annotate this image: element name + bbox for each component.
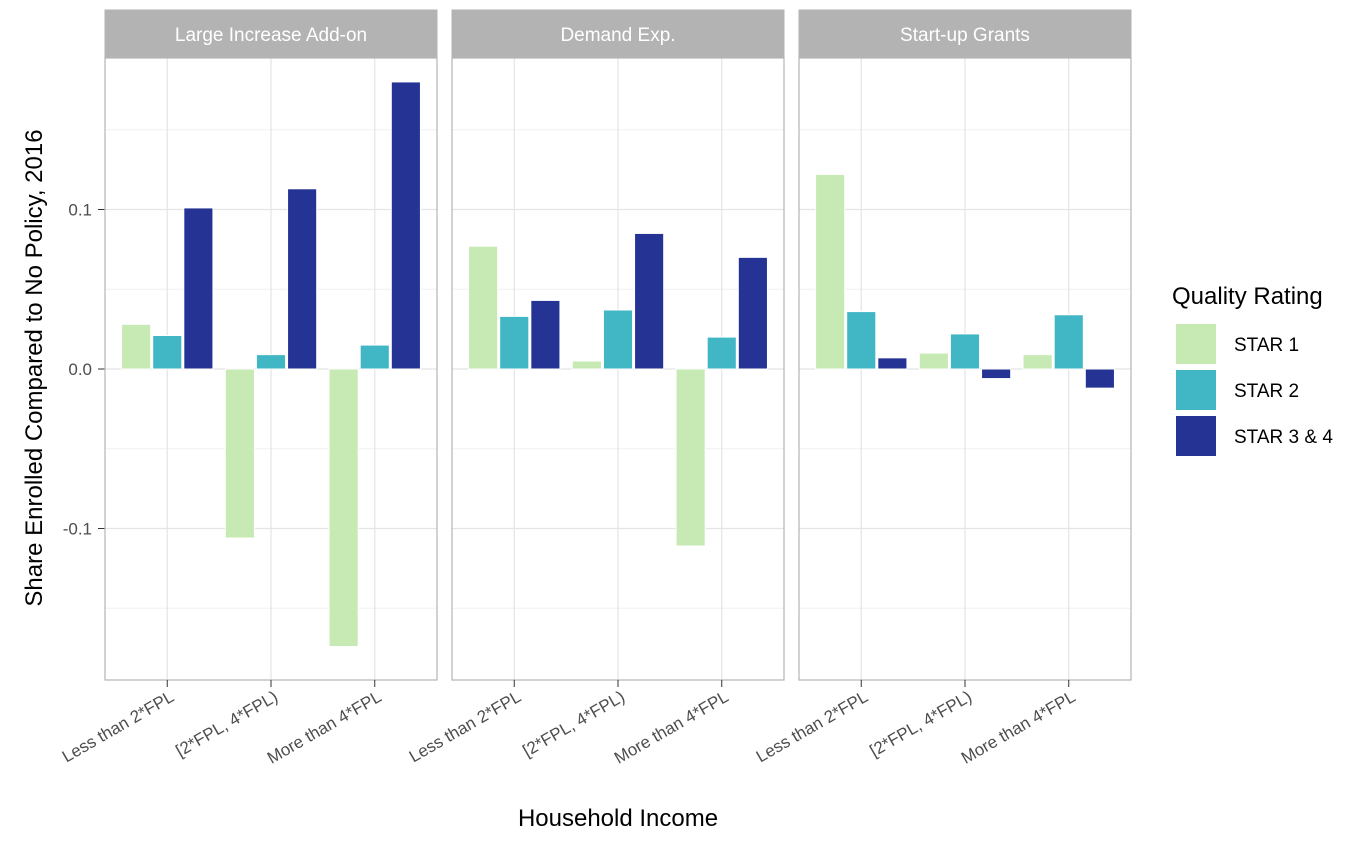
bar-star-3-4	[877, 357, 908, 370]
bar-star-1	[815, 173, 846, 370]
bar-star-3-4	[287, 188, 318, 370]
bar-star-2	[602, 309, 634, 370]
facet-strip	[104, 9, 438, 59]
x-tick-label: More than 4*FPL	[611, 687, 732, 768]
bar-star-2	[706, 336, 737, 370]
bar-star-2	[499, 315, 530, 370]
bar-star-1	[224, 368, 255, 539]
x-tick-label: Less than 2*FPL	[406, 687, 524, 766]
y-tick-label: 0.1	[68, 201, 92, 220]
legend-label: STAR 2	[1234, 381, 1299, 402]
bar-star-2	[152, 335, 183, 370]
bar-star-2	[255, 354, 287, 370]
bar-star-2	[1053, 314, 1084, 370]
legend-label: STAR 1	[1234, 335, 1299, 356]
x-tick-label: More than 4*FPL	[264, 687, 385, 768]
bar-star-2	[846, 311, 877, 370]
bar-star-2	[949, 333, 981, 370]
x-tick-label: [2*FPL, 4*FPL)	[866, 687, 975, 761]
bar-star-2	[359, 344, 390, 370]
bar-star-1	[468, 245, 499, 370]
x-tick-label: [2*FPL, 4*FPL)	[172, 687, 281, 761]
x-tick-label: [2*FPL, 4*FPL)	[519, 687, 628, 761]
bar-star-1	[675, 368, 706, 547]
legend-swatch	[1176, 324, 1216, 364]
facet-title: Large Increase Add-on	[175, 25, 367, 46]
bar-star-1	[571, 360, 602, 370]
bar-star-3-4	[1084, 368, 1115, 389]
legend-swatch	[1176, 416, 1216, 456]
bar-star-1	[918, 352, 949, 370]
facet-title: Demand Exp.	[560, 25, 675, 46]
x-tick-label: Less than 2*FPL	[753, 687, 871, 766]
legend-label: STAR 3 & 4	[1234, 427, 1333, 448]
facet-strip	[798, 9, 1132, 59]
bar-star-3-4	[981, 368, 1012, 380]
y-tick-label: -0.1	[63, 519, 92, 538]
bar-star-1	[121, 323, 152, 370]
facet-strip	[451, 9, 785, 59]
bar-star-1	[328, 368, 359, 648]
bar-star-3-4	[634, 232, 665, 370]
facet-title: Start-up Grants	[900, 25, 1030, 46]
y-tick-label: 0.0	[68, 360, 92, 379]
y-axis-title: Share Enrolled Compared to No Policy, 20…	[21, 129, 48, 606]
bar-star-3-4	[737, 256, 768, 370]
x-axis-title: Household Income	[518, 805, 718, 832]
x-tick-label: Less than 2*FPL	[59, 687, 177, 766]
bar-star-3-4	[530, 299, 561, 370]
x-tick-label: More than 4*FPL	[958, 687, 1079, 768]
bar-star-3-4	[390, 81, 421, 370]
bar-star-1	[1022, 354, 1053, 370]
bar-star-3-4	[183, 207, 214, 370]
legend-swatch	[1176, 370, 1216, 410]
legend-title: Quality Rating	[1172, 283, 1323, 310]
